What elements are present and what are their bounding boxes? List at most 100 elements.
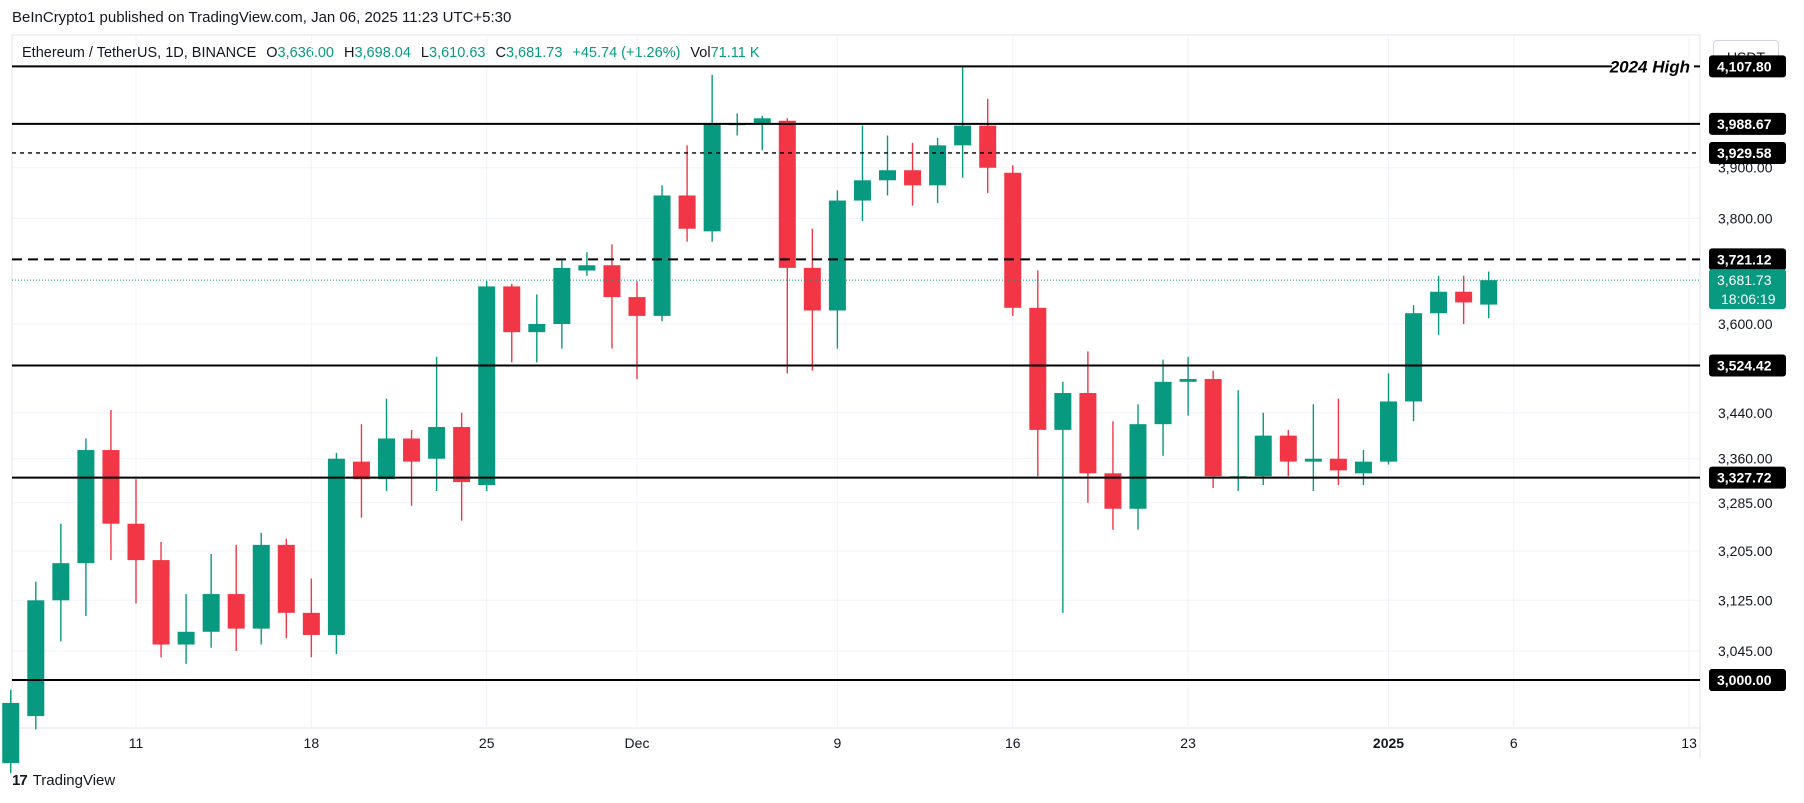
- candle-up: [1229, 390, 1247, 491]
- open-label: O: [266, 45, 278, 61]
- level-price-label: 3,721.12: [1717, 251, 1772, 267]
- candle-up: [1154, 359, 1172, 456]
- candle-down: [102, 409, 120, 561]
- candle-body: [277, 544, 295, 613]
- footer-brand[interactable]: TradingView: [32, 772, 116, 789]
- candle-body: [1129, 424, 1147, 509]
- candle-body: [302, 612, 320, 635]
- candle-up: [753, 115, 771, 151]
- close-label: C: [495, 45, 506, 61]
- candle-body: [503, 286, 521, 333]
- candle-body: [1254, 435, 1272, 477]
- y-tick-label: 3,360.00: [1718, 451, 1773, 467]
- candle-down: [678, 145, 696, 242]
- candle-body: [528, 324, 546, 333]
- candle-body: [628, 297, 646, 316]
- candle-body: [403, 438, 421, 462]
- candle-up: [77, 438, 95, 616]
- candle-up: [52, 523, 70, 642]
- candle-up: [378, 398, 395, 491]
- candle-up: [853, 125, 871, 222]
- candle-body: [127, 523, 145, 561]
- symbol-name[interactable]: Ethereum / TetherUS, 1D, BINANCE: [22, 45, 257, 61]
- x-tick-label: 16: [1005, 735, 1021, 751]
- candle-body: [954, 125, 972, 146]
- change-value: +45.74 (+1.26%): [572, 45, 681, 61]
- candle-body: [1054, 393, 1072, 430]
- candle-down: [778, 118, 796, 374]
- candle-body: [102, 450, 120, 524]
- level-price-label: 3,988.67: [1717, 116, 1772, 132]
- publisher-line: BeInCrypto1 published on TradingView.com…: [12, 9, 512, 26]
- candle-body: [227, 594, 245, 629]
- y-tick-label: 3,440.00: [1718, 405, 1773, 421]
- level-price-tag: [1709, 248, 1786, 271]
- candle-down: [453, 412, 471, 521]
- candle-up: [1054, 381, 1072, 613]
- x-tick-label: 9: [834, 735, 842, 751]
- candle-body: [1029, 307, 1047, 430]
- candle-body: [979, 125, 997, 168]
- candle-down: [603, 244, 621, 349]
- candle-down: [628, 281, 646, 380]
- low-label: L: [420, 45, 429, 61]
- level-price-label: 3,929.58: [1717, 145, 1772, 161]
- candle-body: [202, 594, 220, 632]
- level-price-label: 4,107.80: [1717, 58, 1772, 74]
- x-tick-label: Dec: [625, 735, 650, 751]
- candle-body: [703, 123, 721, 232]
- candle-up: [202, 553, 220, 648]
- candle-body: [478, 286, 496, 486]
- candle-body: [603, 265, 621, 298]
- candle-up: [1129, 404, 1147, 530]
- candle-body: [1455, 291, 1473, 303]
- candle-down: [227, 544, 245, 651]
- candle-down: [302, 578, 320, 658]
- candle-down: [127, 479, 145, 604]
- close-value: 3,681.73: [505, 45, 563, 61]
- candle-body: [753, 118, 771, 124]
- candle-body: [327, 458, 345, 635]
- level-price-tag: [1709, 141, 1786, 164]
- candle-body: [1304, 458, 1322, 462]
- x-tick-label: 11: [129, 735, 144, 751]
- candle-up: [553, 259, 571, 349]
- candle-down: [1029, 270, 1047, 477]
- candle-body: [1004, 172, 1022, 308]
- candle-body: [1354, 461, 1372, 474]
- candle-up: [1254, 412, 1272, 486]
- candle-down: [904, 142, 922, 206]
- candle-down: [979, 98, 997, 193]
- candle-body: [52, 563, 70, 601]
- candle-down: [1079, 351, 1097, 503]
- level-annotation: 2024 High: [1609, 57, 1690, 76]
- y-tick-label: 3,800.00: [1718, 210, 1773, 226]
- candle-down: [352, 424, 370, 518]
- candle-body: [1405, 313, 1423, 402]
- tradingview-logo-icon[interactable]: 17: [12, 772, 28, 789]
- candle-down: [152, 541, 170, 658]
- candle-body: [177, 631, 195, 645]
- candle-body: [828, 200, 846, 311]
- high-value: 3,698.04: [354, 45, 411, 61]
- level-price-tag: [1709, 55, 1786, 78]
- candle-body: [879, 170, 896, 181]
- candle-body: [453, 427, 471, 483]
- current-price-tag: [1709, 269, 1786, 310]
- candle-up: [1179, 356, 1197, 416]
- candle-up: [177, 594, 195, 664]
- level-price-label: 3,327.72: [1717, 470, 1772, 486]
- level-price-tag: [1709, 466, 1786, 489]
- candle-up: [1480, 271, 1498, 319]
- candle-body: [904, 170, 922, 186]
- volume-value: 71.11 K: [710, 45, 760, 61]
- candle-up: [428, 356, 446, 491]
- y-tick-label: 3,205.00: [1718, 543, 1773, 559]
- candle-body: [1480, 280, 1498, 305]
- candle-up: [879, 135, 896, 196]
- candle-body: [1079, 393, 1097, 474]
- candle-body: [428, 427, 446, 459]
- symbol-legend: Ethereum / TetherUS, 1D, BINANCE O 3,636.…: [22, 45, 770, 61]
- candle-body: [352, 461, 370, 480]
